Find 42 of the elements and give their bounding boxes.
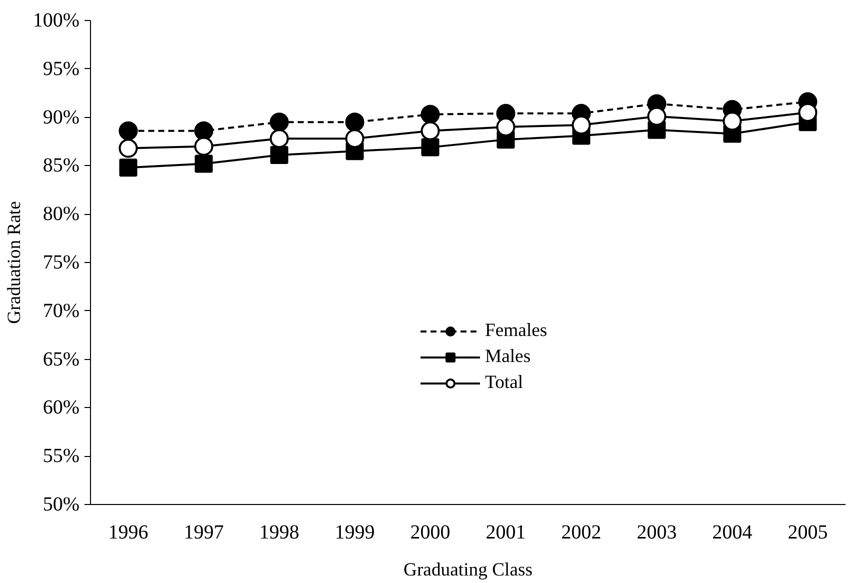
y-axis-title: Graduation Rate	[4, 201, 25, 324]
y-tick-label: 100%	[32, 10, 80, 32]
point	[270, 129, 289, 148]
point	[345, 112, 364, 132]
point	[421, 138, 440, 156]
x-tick-label: 2001	[486, 522, 526, 544]
x-tick-label: 1997	[184, 522, 224, 544]
point	[118, 138, 138, 158]
y-tick-label: 95%	[42, 58, 80, 80]
x-tick-label: 1999	[334, 522, 375, 544]
point	[119, 158, 138, 177]
point	[194, 136, 214, 156]
y-tick-label: 55%	[42, 445, 80, 468]
point	[194, 154, 213, 173]
x-tick-label: 2005	[788, 522, 828, 544]
y-tick-label: 60%	[42, 396, 80, 419]
y-tick-label: 85%	[42, 154, 80, 177]
x-tick-label: 2002	[561, 522, 602, 544]
x-tick-label: 1996	[108, 522, 148, 544]
x-tick-label: 2003	[636, 522, 677, 544]
legend-label: Females	[485, 320, 548, 342]
x-tick-label: 2000	[410, 522, 450, 544]
y-tick-label: 90%	[42, 106, 80, 128]
y-tick-label: 65%	[42, 348, 80, 370]
legend-label: Total	[485, 372, 524, 394]
y-tick-label: 50%	[42, 494, 80, 516]
point	[270, 112, 289, 132]
point	[194, 121, 214, 140]
y-tick-label: 70%	[42, 300, 80, 322]
point	[420, 104, 440, 124]
x-tick-label: 2004	[712, 522, 752, 544]
point	[722, 112, 742, 131]
point	[647, 106, 666, 126]
point	[345, 129, 364, 148]
point	[420, 121, 440, 140]
y-tick-label: 75%	[42, 252, 80, 274]
y-tick-label: 80%	[42, 203, 80, 226]
legend-label: Males	[485, 346, 531, 368]
x-axis-title: Graduating Class	[403, 560, 533, 580]
point	[270, 146, 288, 164]
point	[118, 121, 138, 140]
x-tick-label: 1998	[259, 522, 300, 544]
